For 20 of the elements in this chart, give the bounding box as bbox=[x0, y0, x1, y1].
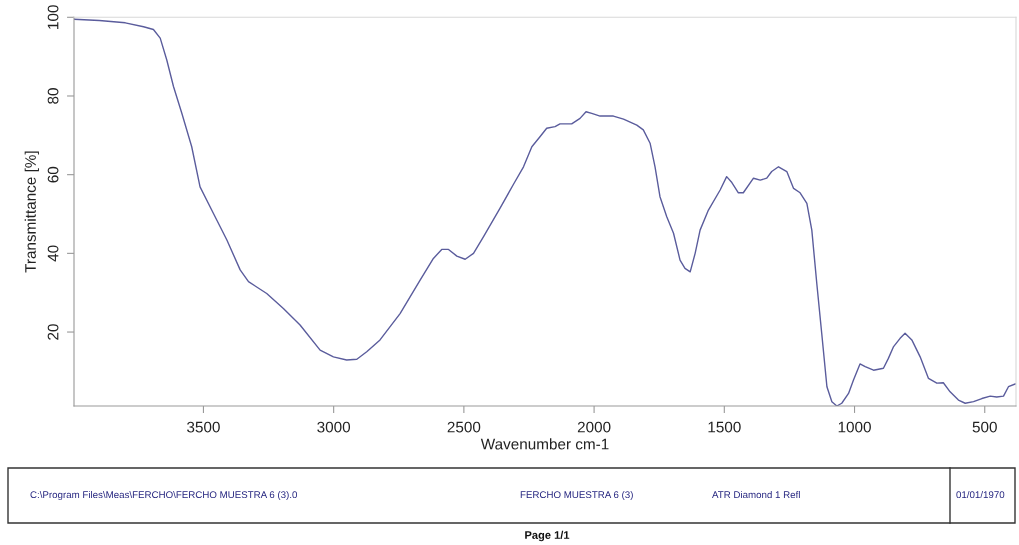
text: 01/01/1970 bbox=[956, 490, 1005, 499]
x-tick-label: 1000 bbox=[838, 421, 871, 433]
y-axis-title: Transmittance [%] bbox=[24, 151, 39, 273]
x-tick-label: 500 bbox=[972, 421, 997, 433]
y-tick-label: 20 bbox=[47, 324, 59, 340]
text: FERCHO MUESTRA 6 (3) bbox=[520, 490, 633, 501]
x-tick-label: 3500 bbox=[187, 421, 220, 433]
y-tick-label: 60 bbox=[47, 166, 59, 183]
x-tick-label: 1500 bbox=[708, 421, 741, 433]
y-tick-label: 80 bbox=[47, 88, 59, 104]
x-tick-label: 2500 bbox=[447, 421, 481, 433]
text: Page 1/1 bbox=[525, 530, 570, 542]
x-tick-label: 2000 bbox=[577, 421, 611, 433]
text: C:\Program Files\Meas\FERCHO\FERCHO MUESTRA 6 (3).0 bbox=[30, 490, 298, 501]
line-series bbox=[74, 18, 1016, 406]
y-tick-label: 40 bbox=[47, 245, 59, 262]
text: ATR Diamond 1 Refl bbox=[712, 490, 800, 499]
x-tick-label: 3000 bbox=[317, 421, 351, 433]
y-tick-label: 100 bbox=[47, 5, 59, 29]
x-axis-title: Wavenumber cm-1 bbox=[480, 438, 609, 450]
